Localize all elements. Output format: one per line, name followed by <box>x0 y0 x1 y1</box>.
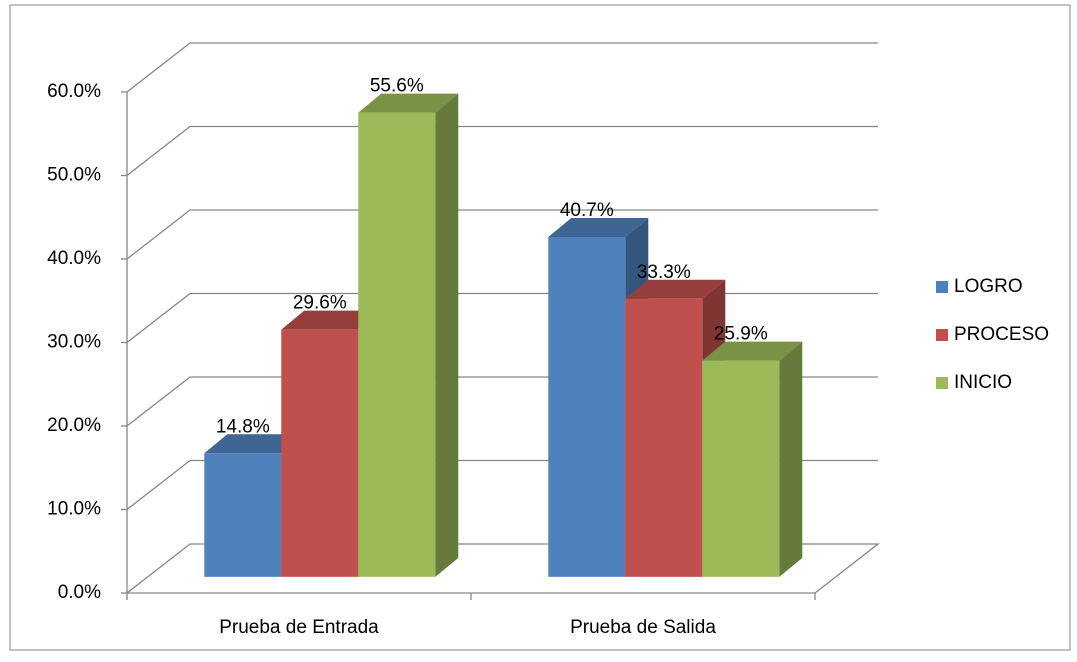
bar <box>281 329 359 577</box>
legend-label: INICIO <box>954 372 1012 393</box>
value-label: 33.3% <box>637 262 691 283</box>
bar <box>548 236 626 577</box>
bar-side <box>435 93 459 577</box>
x-tick-label: Prueba de Salida <box>570 617 716 638</box>
legend-label: PROCESO <box>954 324 1049 345</box>
y-tick-label: 20.0% <box>47 415 101 436</box>
y-tick-label: 60.0% <box>47 81 101 102</box>
bar-side <box>779 341 803 577</box>
chart-frame <box>9 4 1071 651</box>
bar <box>702 360 780 577</box>
bar-top <box>281 310 382 330</box>
value-label: 40.7% <box>560 200 614 221</box>
y-tick-label: 0.0% <box>58 582 101 603</box>
y-tick-label: 10.0% <box>47 499 101 520</box>
y-tick-label: 50.0% <box>47 165 101 186</box>
grid-line <box>126 125 878 177</box>
value-label: 25.9% <box>714 324 768 345</box>
legend-swatch <box>936 281 948 293</box>
legend-swatch <box>936 329 948 341</box>
y-tick-label: 40.0% <box>47 248 101 269</box>
bar-top <box>702 341 803 361</box>
bar <box>204 453 282 577</box>
x-tick-label: Prueba de Entrada <box>219 617 379 638</box>
bar <box>358 112 436 577</box>
bar-top <box>548 217 649 237</box>
bar-top <box>625 279 726 299</box>
value-label: 29.6% <box>293 293 347 314</box>
bar-top <box>358 93 459 113</box>
grid-line <box>126 42 878 93</box>
value-label: 14.8% <box>216 416 270 437</box>
value-label: 55.6% <box>370 76 424 97</box>
legend-label: LOGRO <box>954 276 1023 297</box>
y-tick-label: 30.0% <box>47 332 101 353</box>
grid-line <box>126 209 878 260</box>
bar-top <box>204 434 305 454</box>
legend-swatch <box>936 377 948 389</box>
floor <box>126 543 880 594</box>
bar <box>625 298 703 577</box>
